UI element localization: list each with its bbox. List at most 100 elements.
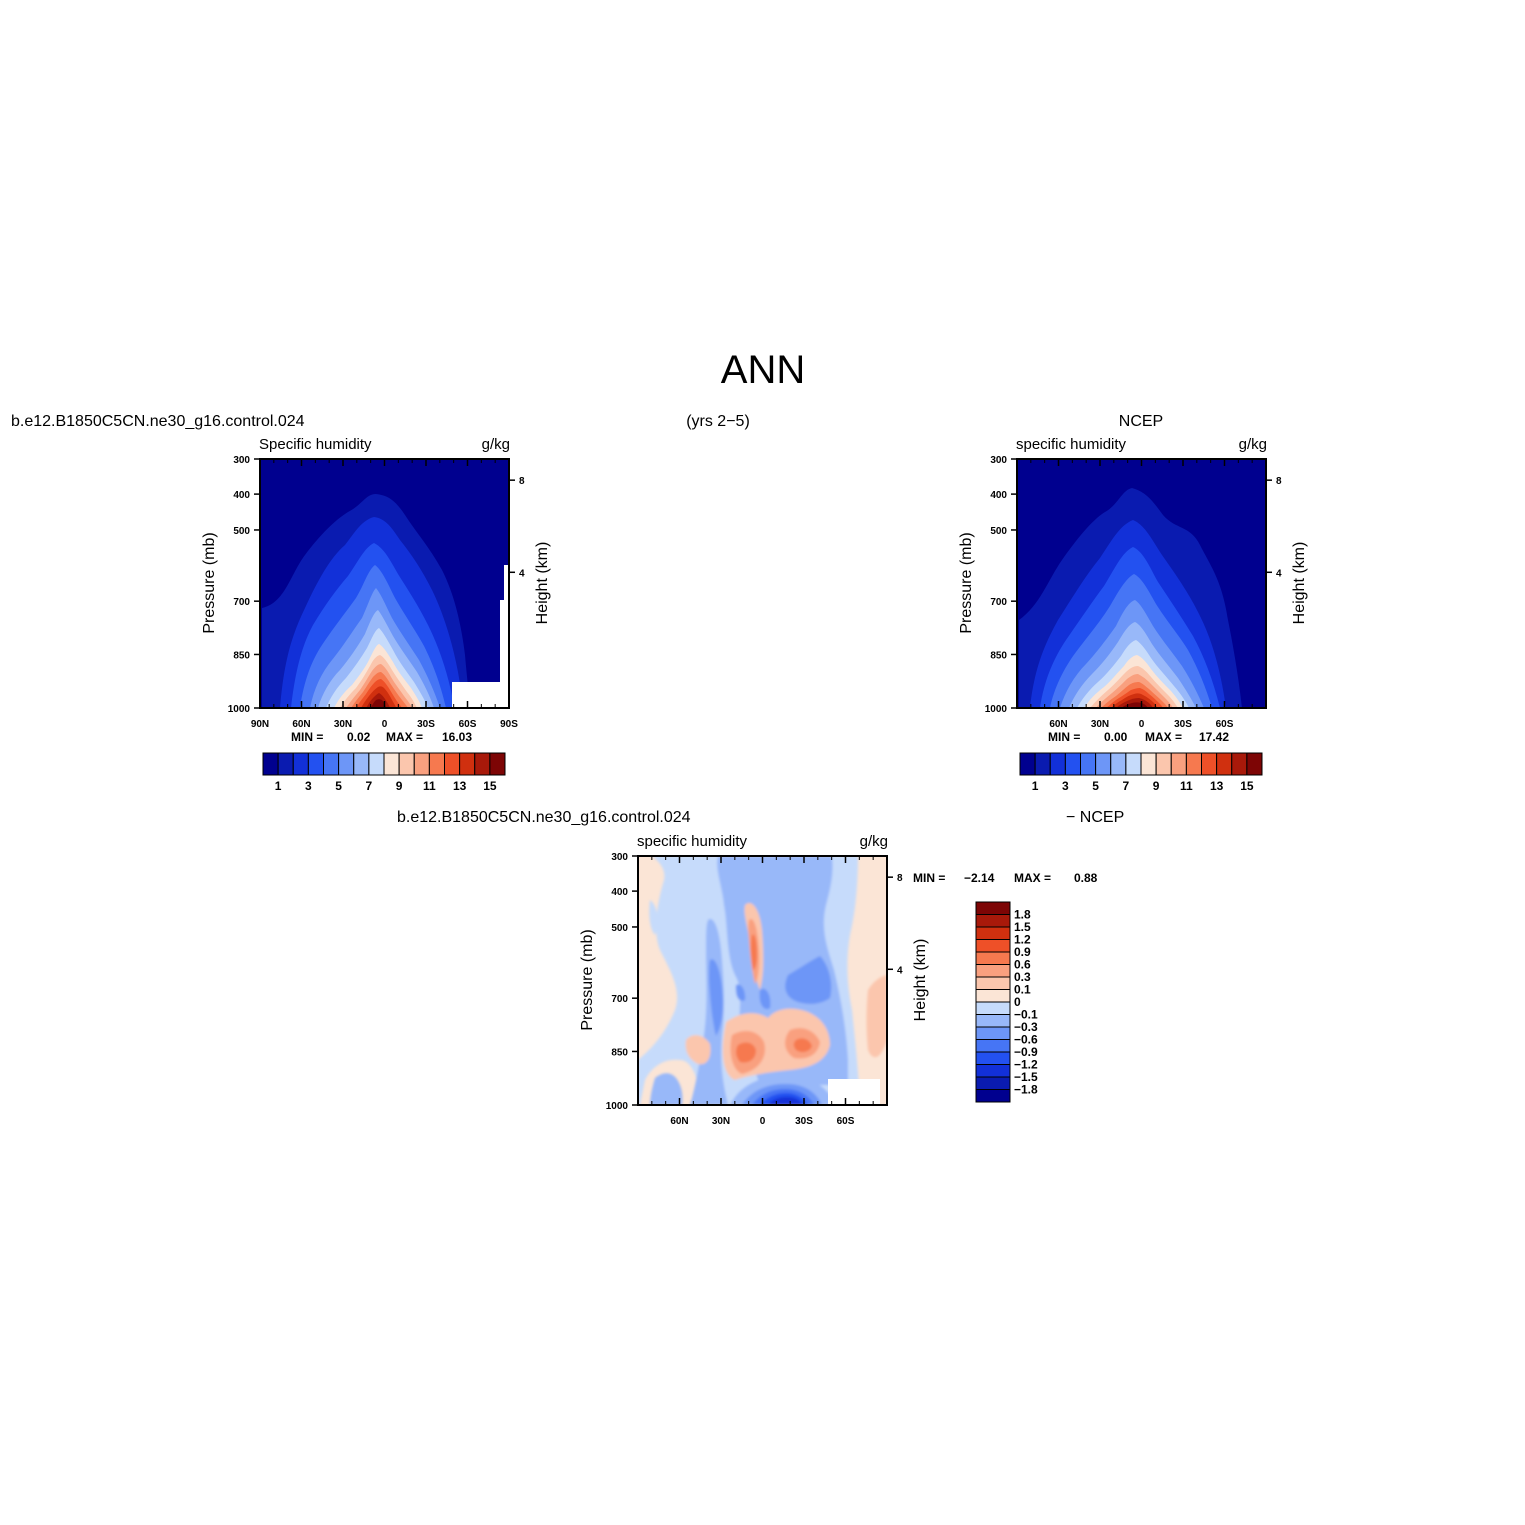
diff-axes: 60N 30N 0 30S 60S 300 400 500 700 850 1000 8 4 [606,852,903,1127]
diff-contour-neg06-a [785,956,832,1004]
diff-colorbar-swatch [975,1064,1011,1078]
model-xtick-label: 90N [251,719,269,730]
model-ytick-label: 500 [233,526,250,537]
model-missing-region [452,682,504,708]
obs-colorbar-swatch [1034,752,1051,776]
diff-contour-pos06-c [793,1038,812,1053]
obs-colorbar-swatch [1080,752,1097,776]
obs-colorbar-label: 9 [1153,779,1160,793]
obs-y2tick-label: 4 [1276,568,1282,579]
diff-colorbar-label: 0.9 [1014,945,1031,959]
model-panel: Specific humidity g/kg [201,436,551,793]
diff-xtick-label: 60S [837,1116,855,1127]
model-colorbar-swatch [489,752,506,776]
obs-colorbar-swatch [1064,752,1081,776]
diff-colorbar-swatch [975,1051,1011,1065]
model-missing-strip [500,600,509,708]
diff-min-label: MIN = [913,871,945,885]
model-colorbar-label: 11 [423,779,436,793]
case-name: b.e12.B1850C5CN.ne30_g16.control.024 [11,413,305,430]
diff-min-value: −2.14 [964,871,995,885]
model-ytick-label: 1000 [228,704,251,715]
obs-xtick-label: 60S [1216,719,1234,730]
model-xtick-label: 30N [334,719,352,730]
main-title: ANN [721,348,805,392]
obs-colorbar-label: 7 [1123,779,1130,793]
obs-colorbar-swatch [1185,752,1202,776]
model-xtick-label: 60N [292,719,310,730]
model-colorbar-swatch [459,752,476,776]
obs-xtick-label: 30N [1091,719,1109,730]
diff-colorbar-label: −1.2 [1014,1058,1038,1072]
diff-xtick-label: 30N [712,1116,730,1127]
model-colorbar-label: 7 [366,779,373,793]
diff-contour-neg03-b [690,919,728,1105]
diff-colorbar-label: 1.5 [1014,920,1031,934]
model-min-label: MIN = [291,730,323,744]
obs-colorbar-label: 15 [1240,779,1254,793]
diff-max-value: 0.88 [1074,871,1098,885]
model-xtick-label: 0 [382,719,388,730]
model-missing-strip2 [504,565,509,605]
model-y2tick-label: 4 [519,568,525,579]
diff-y2tick-label: 8 [897,873,903,884]
model-colorbar: 1 3 5 7 9 11 13 15 [262,752,506,793]
model-colorbar-label: 1 [275,779,282,793]
diff-panel: specific humidity g/kg [579,833,1098,1127]
obs-colorbar-label: 1 [1032,779,1039,793]
model-colorbar-label: 3 [305,779,312,793]
obs-max-value: 17.42 [1199,730,1229,744]
obs-xtick-label: 30S [1174,719,1192,730]
diff-contour-field [638,856,887,1105]
model-contour-level-15 [371,699,386,708]
diff-contour-pos01-d [866,975,887,1058]
model-colorbar-swatch [353,752,370,776]
diff-contour-neg06-b [709,959,724,1036]
diff-obs-name: − NCEP [1066,809,1124,826]
obs-colorbar-swatch [1216,752,1233,776]
diff-xtick-label: 60N [670,1116,688,1127]
obs-y2label: Height (km) [1291,542,1308,625]
model-colorbar-swatch [444,752,461,776]
diff-colorbar-label: −0.3 [1014,1020,1038,1034]
obs-colorbar-swatch [1125,752,1142,776]
model-min-value: 0.02 [347,730,371,744]
model-xtick-label: 60S [459,719,477,730]
diff-colorbar-label: 0.3 [1014,970,1031,984]
model-left-title: Specific humidity [259,436,372,453]
model-ytick-label: 700 [233,597,250,608]
obs-xtick-label: 0 [1139,719,1145,730]
model-colorbar-label: 15 [483,779,497,793]
diff-colorbar-swatch [975,901,1011,915]
obs-ytick-label: 1000 [985,704,1008,715]
model-colorbar-swatch [413,752,430,776]
model-y2label: Height (km) [534,542,551,625]
model-colorbar-swatch [277,752,294,776]
diff-colorbar-label: 1.2 [1014,933,1031,947]
model-colorbar-swatch [262,752,279,776]
diff-colorbar: 1.81.51.20.90.60.30.10−0.1−0.3−0.6−0.9−1… [975,901,1038,1103]
obs-colorbar-label: 11 [1180,779,1193,793]
model-max-label: MAX = [386,730,423,744]
diff-colorbar-label: −0.6 [1014,1033,1038,1047]
model-colorbar-swatch [368,752,385,776]
diff-colorbar-swatch [975,1076,1011,1090]
diff-colorbar-swatch [975,989,1011,1003]
diff-colorbar-swatch [975,1001,1011,1015]
obs-colorbar-swatch [1110,752,1127,776]
obs-colorbar-swatch [1155,752,1172,776]
model-colorbar-label: 13 [453,779,467,793]
diff-colorbar-swatch [975,1026,1011,1040]
model-contour-polar-south [466,560,509,708]
obs-ytick-label: 700 [990,597,1007,608]
model-ylabel: Pressure (mb) [201,532,218,633]
diff-contour-neg06-d [759,988,771,1010]
diff-ylabel: Pressure (mb) [579,929,596,1030]
model-ytick-label: 400 [233,490,250,501]
model-xtick-label: 30S [417,719,435,730]
diff-ytick-label: 500 [611,923,628,934]
diff-contour-neg06-c [735,984,746,1001]
model-y2tick-label: 8 [519,476,525,487]
obs-max-label: MAX = [1145,730,1182,744]
diff-contour-pos06-b [735,1042,756,1063]
